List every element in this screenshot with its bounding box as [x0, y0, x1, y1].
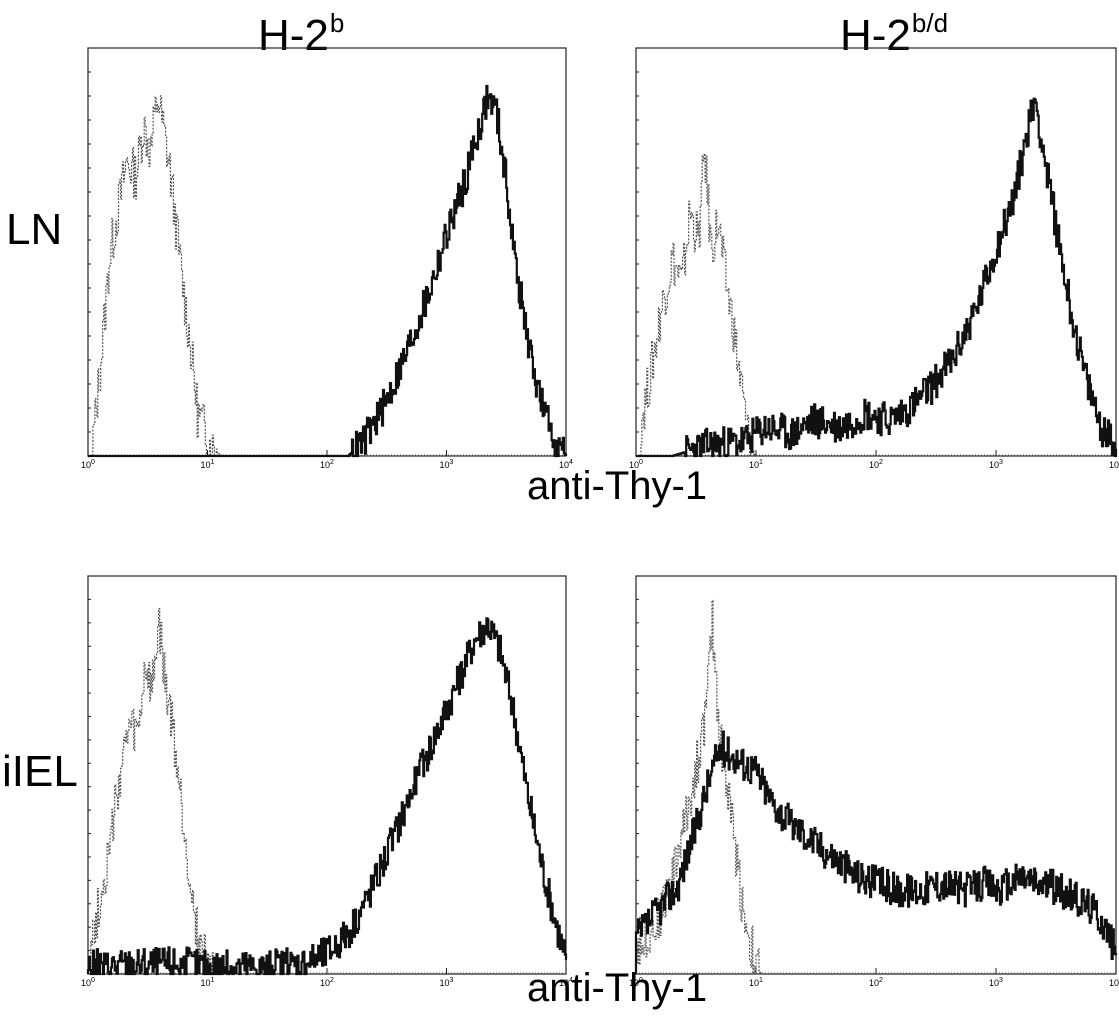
x-tick-label: 100: [629, 977, 643, 988]
anti-thy1-histogram: [88, 84, 568, 458]
x-tick-label: 102: [869, 977, 883, 988]
x-tick-label: 104: [559, 977, 573, 988]
x-tick-label: 102: [320, 977, 334, 988]
x-tick-label: 100: [629, 459, 643, 470]
x-tick-label: 102: [320, 459, 334, 470]
anti-thy1-histogram: [86, 617, 568, 976]
histogram-panel: 100 101 102 103 104: [629, 575, 1119, 988]
control-histogram: [640, 153, 757, 457]
x-tick-label: 104: [1109, 977, 1119, 988]
x-tick-label: 104: [1109, 459, 1119, 470]
control-histogram: [635, 599, 762, 975]
control-histogram: [92, 95, 222, 457]
column-title-sup: b/d: [911, 8, 949, 38]
column-title-base: H-2: [840, 11, 911, 60]
x-tick-label: 101: [201, 459, 215, 470]
column-title-sup: b: [329, 8, 345, 38]
row-label-iiel: iIEL: [2, 747, 78, 796]
x-tick-label: 101: [749, 977, 763, 988]
x-tick-label: 103: [989, 459, 1003, 470]
anti-thy1-histogram: [636, 97, 1118, 458]
control-histogram: [87, 608, 218, 975]
histogram-panel: 100 101 102 103 104: [81, 47, 573, 470]
column-title-h2b: H-2b: [258, 8, 344, 61]
x-axis-label-bottom: anti-Thy-1: [527, 966, 708, 1010]
x-tick-label: 103: [989, 977, 1003, 988]
x-axis-label-top: anti-Thy-1: [527, 464, 708, 508]
histogram-panel: 100 101 102 103 104: [629, 47, 1119, 470]
x-tick-label: 101: [749, 459, 763, 470]
x-tick-label: 103: [440, 459, 454, 470]
x-tick-label: 103: [440, 977, 454, 988]
x-tick-label: 104: [559, 459, 573, 470]
anti-thy1-histogram: [634, 730, 1118, 974]
x-tick-label: 100: [81, 977, 95, 988]
x-tick-label: 102: [869, 459, 883, 470]
x-tick-label: 100: [81, 459, 95, 470]
plot-frame: [635, 47, 1117, 457]
row-label-ln: LN: [6, 205, 63, 254]
column-title-h2bd: H-2b/d: [840, 8, 948, 61]
column-title-base: H-2: [258, 11, 329, 60]
x-tick-label: 101: [201, 977, 215, 988]
histogram-panel: 100 101 102 103 104: [81, 575, 573, 988]
